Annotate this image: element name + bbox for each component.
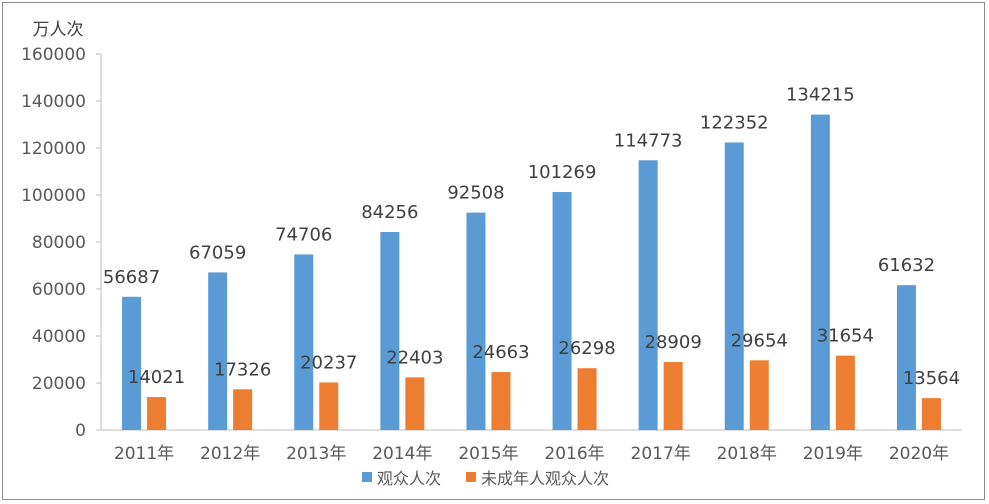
y-ticks: 0 20000 40000 60000 80000 100000 120000 140000 1…	[21, 45, 101, 441]
bar-viewers	[810, 114, 830, 430]
x-tick-label: 2017年	[631, 444, 691, 464]
bar-viewers	[122, 296, 142, 430]
x-tick-label: 2019年	[803, 444, 863, 464]
y-tick-label: 160000	[21, 45, 86, 65]
x-tick-label: 2014年	[372, 444, 432, 464]
bar-minor-viewers	[663, 362, 683, 430]
data-label: 17326	[214, 359, 271, 380]
x-tick-label: 2020年	[889, 444, 949, 464]
bar-viewers	[466, 212, 486, 430]
bar-viewers	[896, 285, 916, 430]
data-label: 14021	[128, 367, 185, 388]
data-label: 13564	[903, 368, 960, 389]
data-label: 101269	[528, 162, 597, 183]
legend-swatch-viewers	[362, 472, 372, 482]
bar-minor-viewers	[921, 398, 941, 430]
x-tick-label: 2018年	[717, 444, 777, 464]
data-label: 84256	[361, 202, 418, 223]
bars	[122, 114, 941, 431]
legend-swatch-minor-viewers	[466, 472, 476, 482]
data-label: 92508	[447, 183, 504, 204]
x-tick-label: 2012年	[200, 444, 260, 464]
bar-minor-viewers	[491, 372, 511, 430]
y-unit-label: 万人次	[33, 20, 84, 40]
x-tick-label: 2015年	[458, 444, 518, 464]
bar-minor-viewers	[577, 368, 597, 430]
data-label: 74706	[275, 224, 332, 245]
y-tick-label: 100000	[21, 186, 86, 206]
bar-viewers	[638, 160, 658, 430]
y-tick-label: 120000	[21, 139, 86, 159]
y-tick-label: 20000	[32, 374, 86, 394]
data-label: 29654	[731, 330, 788, 351]
legend: 观众人次 未成年人观众人次	[362, 469, 609, 488]
bar-minor-viewers	[405, 377, 425, 430]
x-tick-labels: 2011年 2012年 2013年 2014年 2015年 2016年 2017年 2018年…	[114, 444, 949, 464]
data-label: 114773	[614, 130, 683, 151]
x-tick-label: 2016年	[544, 444, 604, 464]
data-label: 67059	[189, 242, 246, 263]
bar-minor-viewers	[147, 397, 167, 430]
y-tick-label: 80000	[32, 233, 86, 253]
data-label: 31654	[817, 326, 874, 347]
bar-viewers	[552, 192, 572, 430]
x-tick-label: 2013年	[286, 444, 346, 464]
x-tick-label: 2011年	[114, 444, 174, 464]
y-tick-label: 60000	[32, 280, 86, 300]
bar-minor-viewers	[835, 355, 855, 430]
data-label: 61632	[878, 255, 935, 276]
bar-viewers	[208, 272, 228, 430]
bar-minor-viewers	[319, 382, 339, 430]
legend-label-viewers: 观众人次	[377, 469, 441, 488]
data-label: 22403	[386, 347, 443, 368]
bar-minor-viewers	[233, 389, 253, 430]
y-tick-label: 0	[75, 421, 86, 441]
data-labels: 56687 67059 74706 84256 92508 101269 114773 122…	[103, 85, 960, 390]
y-tick-label: 40000	[32, 327, 86, 347]
bar-viewers	[380, 231, 400, 430]
data-label: 28909	[645, 332, 702, 353]
data-label: 122352	[700, 112, 769, 133]
bar-viewers	[724, 142, 744, 431]
bar-minor-viewers	[749, 360, 769, 430]
data-label: 56687	[103, 267, 160, 288]
data-label: 134215	[786, 85, 855, 106]
y-tick-label: 140000	[21, 92, 86, 112]
data-label: 24663	[472, 342, 529, 363]
bar-viewers	[294, 254, 314, 430]
legend-label-minor-viewers: 未成年人观众人次	[481, 469, 609, 488]
data-label: 26298	[558, 338, 615, 359]
data-label: 20237	[300, 352, 357, 373]
